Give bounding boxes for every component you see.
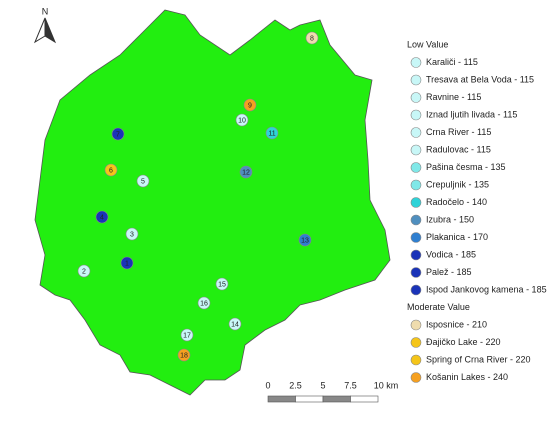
- point-marker: [77, 264, 91, 278]
- scale-label: 2.5: [289, 380, 302, 390]
- legend-label: Ravnine - 115: [426, 92, 481, 102]
- legend-swatch: [410, 74, 422, 86]
- region: [34, 9, 391, 396]
- north-arrow: N: [33, 6, 57, 44]
- point-marker: [228, 317, 242, 331]
- point-label: 7: [116, 131, 120, 138]
- point-marker: [298, 233, 312, 247]
- scale-label: 7.5: [344, 380, 357, 390]
- legend-label: Crepuljnik - 135: [426, 179, 489, 189]
- legend-swatch: [410, 267, 422, 278]
- legend-swatch: [410, 319, 422, 331]
- point-label: 12: [242, 169, 250, 176]
- legend-swatch: [410, 354, 422, 366]
- legend: Low Value Karaliči - 115 Tresava at Bela V…: [407, 39, 547, 383]
- legend-group-title: Low Value: [407, 39, 448, 49]
- scale-segment: [267, 395, 296, 403]
- legend-label: Isposnice - 210: [426, 319, 487, 329]
- legend-label: Vodica - 185: [426, 249, 476, 259]
- legend-label: Radočelo - 140: [426, 197, 487, 207]
- legend-label: Radulovac - 115: [426, 144, 491, 154]
- legend-swatch: [410, 232, 422, 243]
- legend-swatch: [410, 372, 422, 383]
- point-marker: [197, 296, 211, 310]
- legend-swatch: [410, 109, 422, 121]
- legend-swatch: [410, 214, 422, 226]
- scale-label: 10 km: [374, 380, 399, 390]
- point-label: 14: [231, 321, 239, 328]
- legend-swatch: [410, 179, 422, 191]
- point-marker: [305, 31, 319, 45]
- legend-swatch: [410, 57, 422, 68]
- legend-label: Karaliči - 115: [426, 57, 478, 67]
- point-marker: [125, 227, 139, 241]
- legend-swatch: [410, 144, 422, 156]
- point-marker: [243, 98, 257, 112]
- legend-label: Đajičko Lake - 220: [426, 337, 501, 347]
- point-label: 18: [180, 352, 188, 359]
- point-label: 11: [268, 130, 275, 137]
- legend-swatch: [410, 162, 422, 173]
- point-label: 9: [248, 102, 252, 109]
- point-label: 15: [218, 281, 226, 288]
- legend-swatch: [410, 284, 422, 296]
- point-marker: [120, 256, 134, 270]
- legend-label: Izubra - 150: [426, 214, 474, 224]
- scale-segment: [295, 395, 324, 403]
- scale-bar: 0 2.5 5 7.5 10 km: [265, 380, 399, 403]
- point-label: 16: [200, 300, 208, 307]
- point-marker: [215, 277, 229, 291]
- legend-label: Ispod Jankovog kamena - 185: [426, 284, 547, 294]
- legend-label: Palež - 185: [426, 267, 472, 277]
- point-marker: [239, 165, 253, 179]
- legend-group-title: Moderate Value: [407, 302, 470, 312]
- point-label: 17: [183, 332, 191, 339]
- legend-label: Košanin Lakes - 240: [426, 372, 508, 382]
- legend-swatch: [410, 197, 422, 208]
- legend-label: Crna River - 115: [426, 127, 491, 137]
- point-marker: [265, 126, 279, 140]
- point-label: 2: [82, 268, 86, 275]
- legend-swatch: [410, 92, 422, 103]
- scale-label: 5: [320, 380, 325, 390]
- legend-swatch: [410, 127, 422, 138]
- legend-label: Plakanica - 170: [426, 232, 488, 242]
- legend-label: Tresava at Bela Voda - 115: [426, 74, 534, 84]
- point-label: 3: [130, 231, 134, 238]
- legend-label: Spring of Crna River - 220: [426, 354, 531, 364]
- point-label: 13: [301, 237, 309, 244]
- point-label: 5: [141, 178, 145, 185]
- point-label: 1: [125, 260, 129, 267]
- point-label: 6: [109, 167, 113, 174]
- point-marker: [136, 174, 150, 188]
- legend-swatch: [410, 337, 422, 348]
- legend-label: Iznad ljutih livada - 115: [426, 109, 517, 119]
- point-marker: [111, 127, 125, 141]
- point-label: 10: [238, 117, 246, 124]
- point-marker: [235, 113, 249, 127]
- north-label: N: [42, 6, 49, 16]
- legend-swatch: [410, 249, 422, 261]
- scale-segment: [350, 395, 379, 403]
- point-marker: [177, 348, 191, 362]
- point-marker: [180, 328, 194, 342]
- point-label: 8: [310, 35, 314, 42]
- legend-label: Pašina česma - 135: [426, 162, 506, 172]
- point-marker: [95, 210, 109, 224]
- point-label: 4: [100, 214, 104, 221]
- scale-label: 0: [265, 380, 270, 390]
- point-marker: [104, 163, 118, 177]
- scale-segment: [322, 395, 351, 403]
